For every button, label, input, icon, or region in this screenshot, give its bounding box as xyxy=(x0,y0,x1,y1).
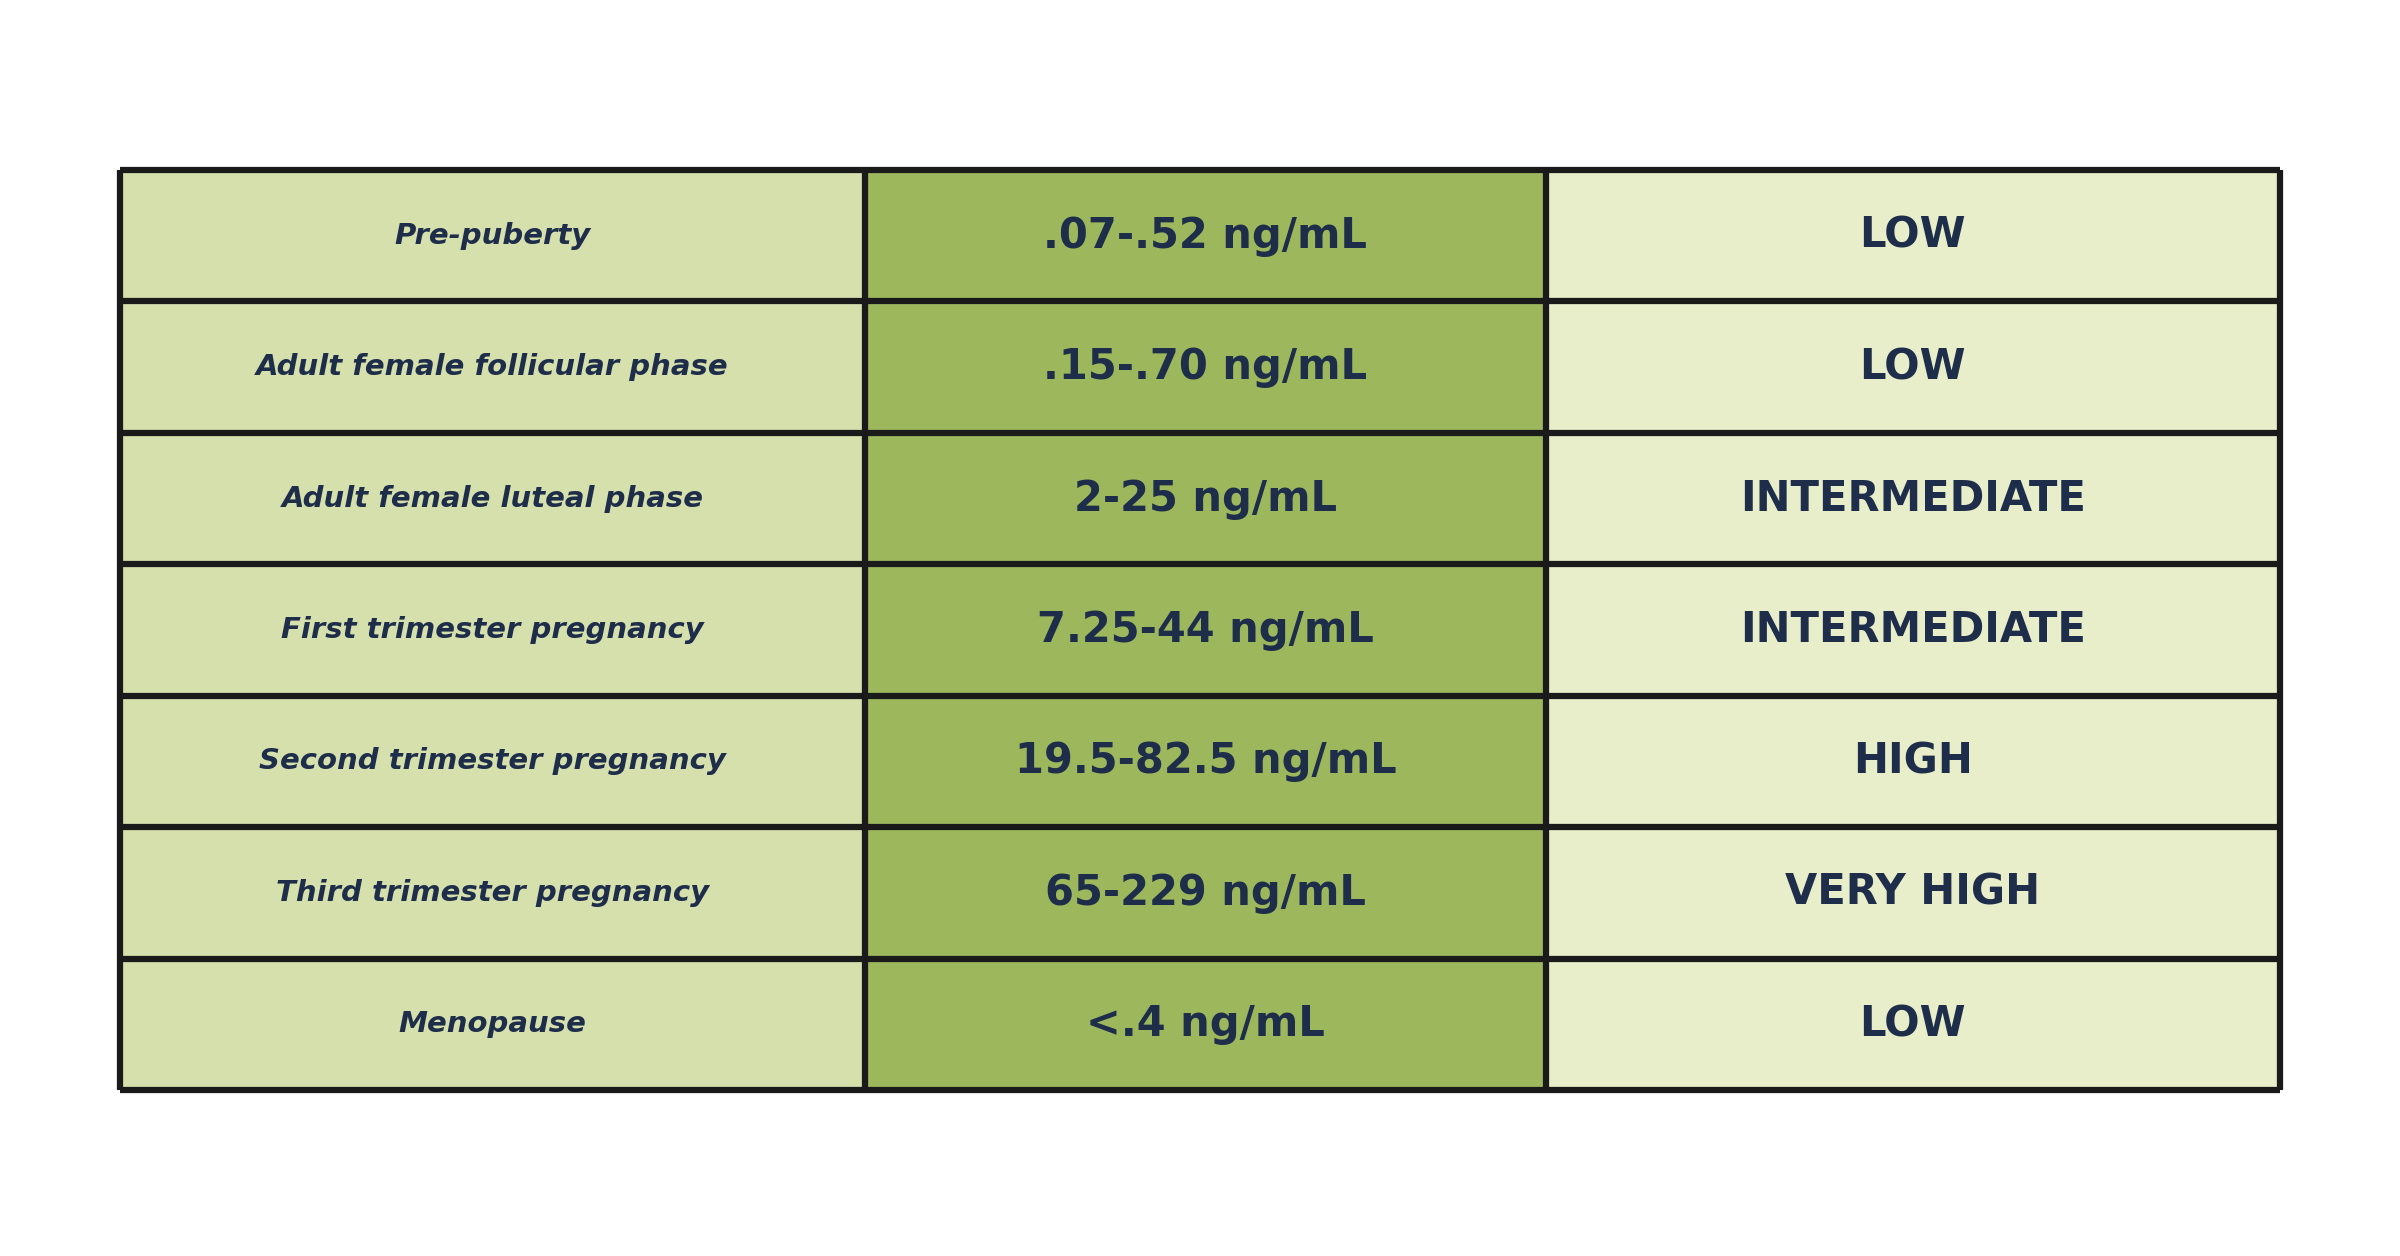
Text: Adult female follicular phase: Adult female follicular phase xyxy=(257,353,730,381)
Text: Pre-puberty: Pre-puberty xyxy=(394,222,590,250)
Bar xyxy=(1546,301,2280,433)
Text: HIGH: HIGH xyxy=(1853,741,1973,782)
Bar xyxy=(864,696,1546,828)
Bar xyxy=(1546,433,2280,564)
Text: INTERMEDIATE: INTERMEDIATE xyxy=(1740,477,2086,520)
Text: <.4 ng/mL: <.4 ng/mL xyxy=(1085,1004,1325,1045)
Text: LOW: LOW xyxy=(1860,347,1966,388)
Bar xyxy=(120,828,864,958)
Bar xyxy=(864,433,1546,564)
Bar xyxy=(1546,958,2280,1090)
Bar xyxy=(864,301,1546,433)
Bar xyxy=(120,958,864,1090)
Bar xyxy=(120,301,864,433)
Text: LOW: LOW xyxy=(1860,1004,1966,1045)
Text: LOW: LOW xyxy=(1860,215,1966,256)
Text: 65-229 ng/mL: 65-229 ng/mL xyxy=(1044,872,1366,914)
Text: Adult female luteal phase: Adult female luteal phase xyxy=(281,485,703,512)
Text: 2-25 ng/mL: 2-25 ng/mL xyxy=(1073,477,1337,520)
Text: First trimester pregnancy: First trimester pregnancy xyxy=(281,615,703,644)
Bar xyxy=(120,564,864,696)
Bar xyxy=(1546,828,2280,958)
Bar xyxy=(864,828,1546,958)
Text: INTERMEDIATE: INTERMEDIATE xyxy=(1740,609,2086,651)
Text: .15-.70 ng/mL: .15-.70 ng/mL xyxy=(1044,347,1368,388)
Bar xyxy=(1546,564,2280,696)
Text: 19.5-82.5 ng/mL: 19.5-82.5 ng/mL xyxy=(1015,741,1397,782)
Text: 7.25-44 ng/mL: 7.25-44 ng/mL xyxy=(1037,609,1373,651)
Text: VERY HIGH: VERY HIGH xyxy=(1786,872,2040,914)
Bar xyxy=(1546,170,2280,301)
Bar xyxy=(864,170,1546,301)
Bar xyxy=(120,170,864,301)
Bar xyxy=(864,564,1546,696)
Text: .07-.52 ng/mL: .07-.52 ng/mL xyxy=(1044,215,1368,256)
Bar xyxy=(120,433,864,564)
Text: Menopause: Menopause xyxy=(398,1010,586,1039)
Text: Second trimester pregnancy: Second trimester pregnancy xyxy=(259,747,727,775)
Bar xyxy=(864,958,1546,1090)
Bar xyxy=(120,696,864,828)
Bar xyxy=(1546,696,2280,828)
Text: Third trimester pregnancy: Third trimester pregnancy xyxy=(276,879,708,907)
